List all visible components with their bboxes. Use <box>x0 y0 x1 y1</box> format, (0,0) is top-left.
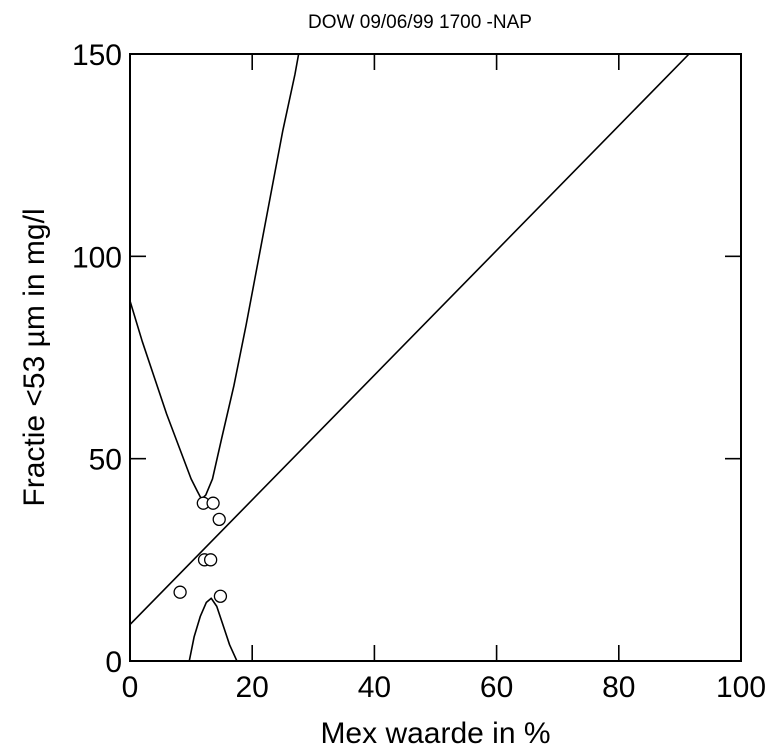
lower-confidence-band <box>188 597 238 661</box>
y-tick-label: 100 <box>72 241 122 274</box>
x-tick-label: 20 <box>236 671 269 704</box>
x-tick-label: 40 <box>358 671 391 704</box>
chart-title: DOW 09/06/99 1700 -NAP <box>308 12 532 33</box>
y-tick-label: 150 <box>72 39 122 72</box>
x-axis-ticks: 0 20 40 60 80 100 <box>122 54 766 704</box>
plot-curves <box>130 54 690 661</box>
plot-frame <box>129 53 742 662</box>
x-tick-label: 60 <box>480 671 513 704</box>
plot-points <box>173 496 228 603</box>
y-axis-ticks: 0 50 100 150 <box>72 39 741 679</box>
y-tick-label: 0 <box>105 646 122 679</box>
upper-confidence-band <box>130 54 300 500</box>
x-tick-label: 80 <box>602 671 635 704</box>
data-point <box>206 496 220 510</box>
x-tick-label: 100 <box>716 671 766 704</box>
y-axis-label: Fractie <53 µm in mg/l <box>18 208 51 506</box>
y-tick-label: 50 <box>89 444 122 477</box>
x-axis-label: Mex waarde in % <box>320 717 550 750</box>
data-point <box>173 585 187 599</box>
x-tick-label: 0 <box>122 671 139 704</box>
regression-line <box>130 54 690 626</box>
data-point <box>204 553 218 567</box>
data-point <box>213 589 228 603</box>
data-point <box>212 512 226 527</box>
